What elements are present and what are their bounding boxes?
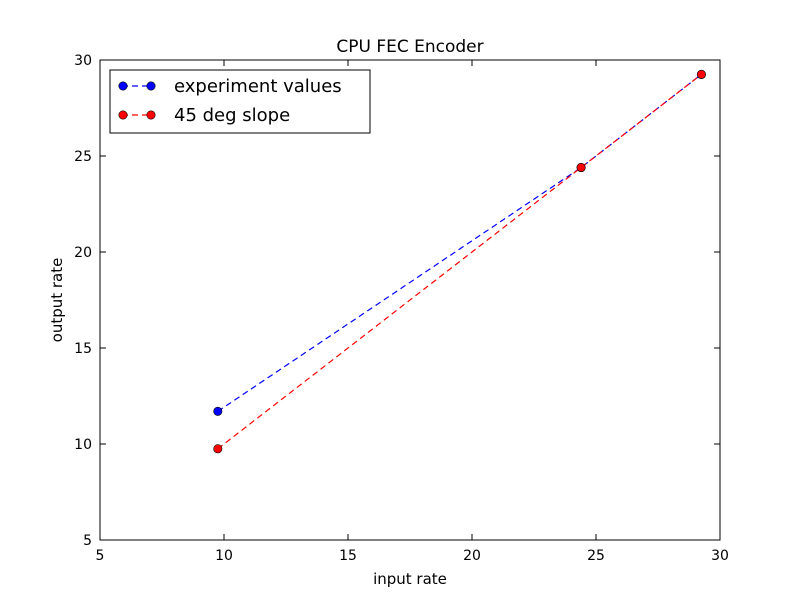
- x-tick-label: 15: [339, 548, 357, 564]
- legend-marker-1-b: [146, 110, 156, 120]
- y-tick-label: 30: [74, 53, 92, 69]
- legend-label-1: 45 deg slope: [174, 105, 290, 126]
- y-tick-label: 5: [83, 533, 92, 549]
- legend-marker-0-a: [118, 81, 128, 91]
- y-tick-label: 15: [74, 341, 92, 357]
- series-line-1: [217, 73, 702, 450]
- x-axis-label: input rate: [373, 570, 447, 588]
- x-tick-label: 25: [587, 548, 605, 564]
- x-tick-label: 10: [215, 548, 233, 564]
- axes: 5 10 15 20 25 30 5 10 15 20 25 30: [74, 53, 729, 564]
- x-tick-label: 20: [463, 548, 481, 564]
- legend: experiment values 45 deg slope: [109, 69, 371, 134]
- y-tick-label: 10: [74, 437, 92, 453]
- chart-title: CPU FEC Encoder: [336, 37, 483, 57]
- legend-marker-0-b: [146, 81, 156, 91]
- series-1-point-1: [576, 163, 586, 173]
- legend-box: [109, 69, 371, 134]
- x-tick-label: 30: [711, 548, 729, 564]
- y-axis-label: output rate: [48, 258, 66, 343]
- legend-marker-1-a: [118, 110, 128, 120]
- axes-frame: [99, 59, 721, 541]
- series-1-point-0: [213, 444, 223, 454]
- series-0-point-0: [213, 406, 223, 416]
- x-tick-label: 5: [96, 548, 105, 564]
- legend-label-0: experiment values: [174, 76, 342, 97]
- series-line-0: [217, 73, 702, 412]
- series-1-point-2: [696, 69, 706, 79]
- y-tick-label: 20: [74, 245, 92, 261]
- plot-area: [213, 69, 706, 454]
- y-tick-label: 25: [74, 149, 92, 165]
